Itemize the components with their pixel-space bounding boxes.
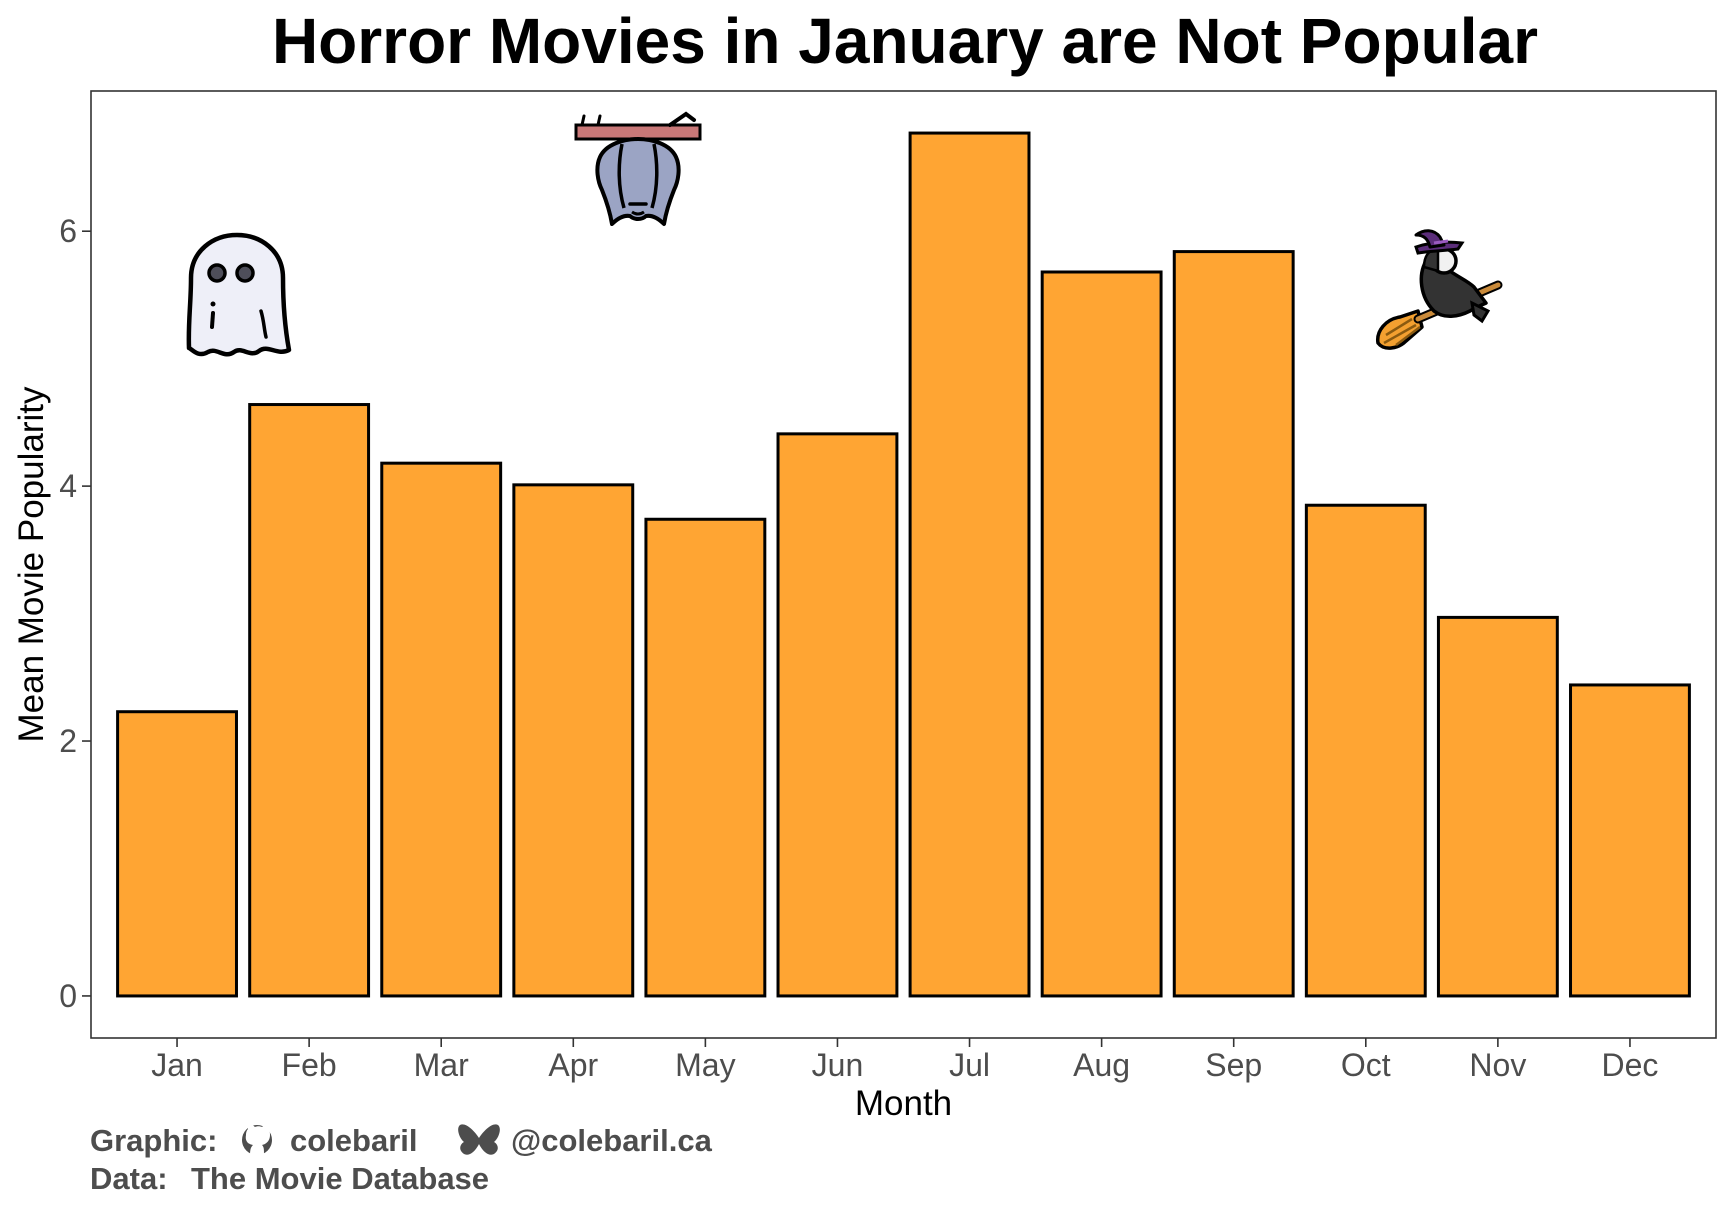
- bars-group: [116, 131, 1691, 998]
- bar-aug: [1040, 270, 1163, 998]
- x-tick-label-sep: Sep: [1205, 1047, 1262, 1083]
- bar-may: [644, 517, 767, 998]
- bat-icon: [574, 111, 702, 226]
- y-axis: 0 2 4 6 Mean Movie Popularity: [12, 213, 91, 1014]
- bar-oct: [1304, 503, 1427, 998]
- caption-data-source: The Movie Database: [191, 1161, 489, 1196]
- x-tick-label-mar: Mar: [414, 1047, 469, 1083]
- chart-title: Horror Movies in January are Not Popular: [272, 5, 1538, 77]
- y-tick-label-2: 2: [59, 723, 77, 759]
- x-axis: Jan Feb Mar Apr May Jun Jul Aug Sep Oct Nov Dec Mont…: [151, 1038, 1658, 1123]
- bar-nov: [1436, 615, 1559, 998]
- bar-dec: [1569, 683, 1691, 998]
- bar-jun: [776, 432, 899, 998]
- bar-feb: [248, 403, 371, 998]
- caption-graphic-label: Graphic:: [90, 1123, 217, 1158]
- x-tick-label-feb: Feb: [282, 1047, 337, 1083]
- caption-github-handle: colebaril: [290, 1123, 418, 1158]
- caption-data-label: Data:: [90, 1161, 168, 1196]
- y-tick-label-6: 6: [59, 213, 77, 249]
- x-tick-label-apr: Apr: [548, 1047, 598, 1083]
- ghost-icon: [186, 232, 292, 357]
- github-icon: [242, 1124, 272, 1155]
- x-axis-title: Month: [855, 1084, 952, 1123]
- x-tick-label-dec: Dec: [1602, 1047, 1659, 1083]
- witch-on-broom-icon: [1376, 229, 1503, 350]
- x-tick-label-may: May: [675, 1047, 735, 1083]
- x-tick-label-aug: Aug: [1073, 1047, 1130, 1083]
- x-tick-label-jan: Jan: [151, 1047, 203, 1083]
- bar-jul: [908, 131, 1031, 998]
- x-tick-label-jun: Jun: [812, 1047, 864, 1083]
- caption-bluesky-handle: @colebaril.ca: [511, 1123, 713, 1158]
- bar-apr: [512, 483, 635, 998]
- bar-mar: [380, 461, 503, 998]
- y-axis-title: Mean Movie Popularity: [12, 386, 51, 742]
- bar-jan: [116, 710, 238, 998]
- bluesky-butterfly-icon: [458, 1124, 500, 1155]
- caption: Graphic: colebaril @colebaril.ca Data: T…: [90, 1123, 713, 1196]
- bar-sep: [1172, 250, 1295, 998]
- y-tick-label-4: 4: [59, 468, 77, 504]
- plot-panel-border: [90, 90, 1717, 1039]
- x-tick-label-oct: Oct: [1341, 1047, 1391, 1083]
- y-tick-label-0: 0: [59, 978, 77, 1014]
- x-tick-label-nov: Nov: [1469, 1047, 1526, 1083]
- x-tick-label-jul: Jul: [949, 1047, 990, 1083]
